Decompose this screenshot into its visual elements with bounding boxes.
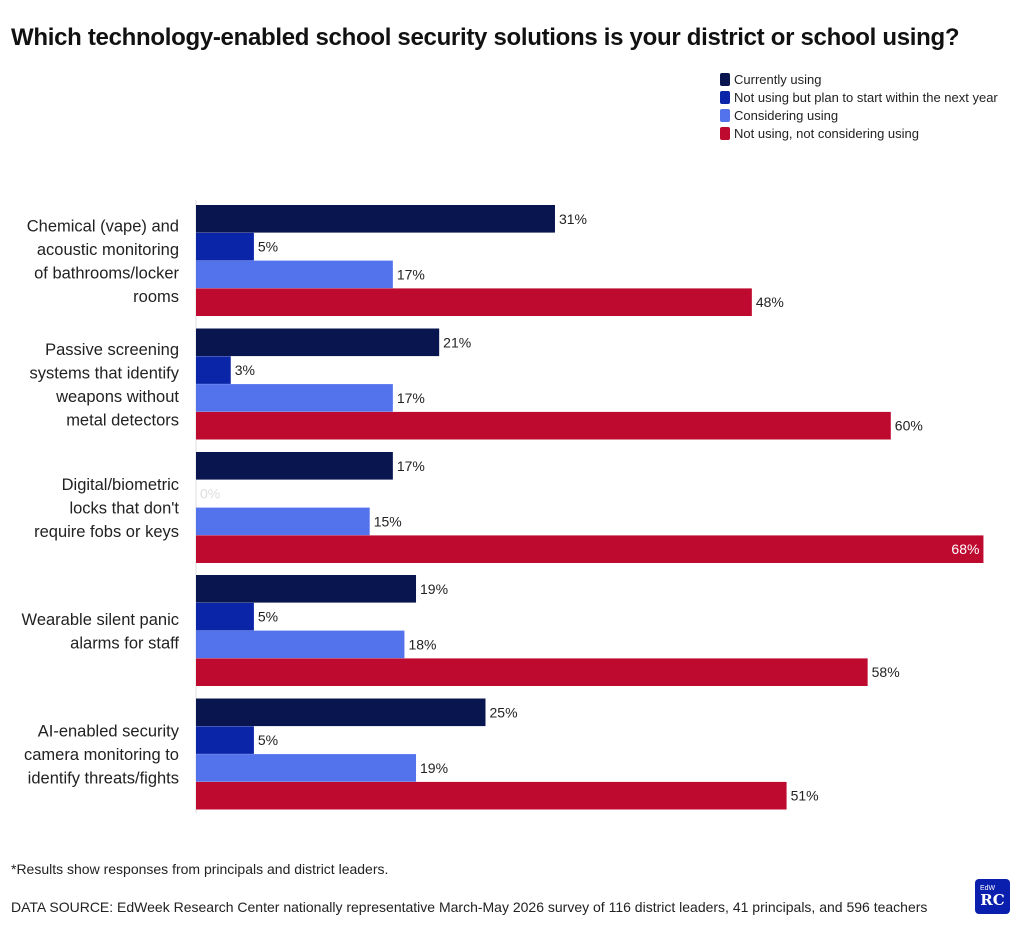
bar	[196, 288, 752, 316]
legend: Currently using Not using but plan to st…	[720, 70, 998, 142]
category-label-line: camera monitoring to	[24, 746, 179, 764]
data-label: 18%	[408, 636, 436, 652]
bar	[196, 726, 254, 754]
legend-swatch	[720, 108, 730, 122]
data-label: 5%	[258, 609, 278, 625]
data-label: 3%	[235, 362, 255, 378]
legend-item-not-considering: Not using, not considering using	[720, 124, 998, 142]
data-label: 60%	[895, 418, 923, 434]
category-label-line: metal detectors	[66, 411, 179, 429]
data-label: 17%	[397, 458, 425, 474]
data-label: 0%	[200, 486, 220, 502]
data-label: 48%	[756, 294, 784, 310]
data-label: 68%	[951, 541, 979, 557]
bar	[196, 356, 231, 384]
data-label: 19%	[420, 760, 448, 776]
category-label-line: locks that don't	[69, 500, 179, 518]
logo-main-text: RC	[980, 891, 1005, 909]
edweek-research-center-logo: EdW RC	[975, 879, 1010, 914]
category-label-line: Chemical (vape) and	[27, 217, 179, 235]
bar	[196, 260, 393, 289]
bar	[196, 658, 868, 686]
data-label: 17%	[397, 266, 425, 282]
data-label: 17%	[397, 390, 425, 406]
data-label: 15%	[374, 513, 402, 529]
data-label: 31%	[559, 211, 587, 227]
category-label: Passive screening systems that identify we…	[30, 341, 180, 430]
bar	[196, 384, 393, 412]
category-label-line: alarms for staff	[70, 634, 179, 652]
category-label-line: rooms	[133, 288, 179, 306]
legend-swatch	[720, 72, 730, 86]
legend-item-currently-using: Currently using	[720, 70, 998, 88]
logo-top-text: EdW	[980, 885, 996, 892]
legend-item-plan-to-start: Not using but plan to start within the n…	[720, 88, 998, 106]
legend-label: Not using, not considering using	[734, 125, 920, 141]
bar	[196, 452, 393, 480]
category-label-line: acoustic monitoring	[37, 241, 179, 259]
category-label-line: Passive screening	[45, 341, 179, 359]
bar	[196, 411, 891, 440]
data-label: 51%	[791, 788, 819, 804]
category-label-line: weapons without	[55, 388, 179, 406]
footnote: *Results show responses from principals …	[11, 861, 389, 877]
bar	[196, 507, 370, 536]
bar	[196, 232, 254, 261]
bar	[196, 535, 984, 563]
data-label: 5%	[258, 239, 278, 255]
category-label-line: Wearable silent panic	[22, 611, 179, 629]
legend-label: Not using but plan to start within the n…	[734, 89, 998, 105]
bar	[196, 630, 405, 659]
legend-label: Currently using	[734, 71, 822, 87]
bar-chart: Chemical (vape) and acoustic monitoring of…	[22, 200, 984, 813]
data-source: DATA SOURCE: EdWeek Research Center nati…	[11, 899, 928, 915]
category-label-line: Digital/biometric	[62, 476, 179, 494]
legend-swatch	[720, 90, 730, 104]
category-label-line: systems that identify	[30, 364, 180, 382]
bar	[196, 754, 417, 782]
data-label: 19%	[420, 581, 448, 597]
category-label-line: require fobs or keys	[34, 523, 179, 541]
category-label-line: identify threats/fights	[28, 770, 179, 788]
data-label: 25%	[490, 704, 518, 720]
category-label-line: of bathrooms/locker	[34, 264, 179, 282]
chart-title: Which technology-enabled school security…	[11, 24, 960, 51]
category-label-line: AI-enabled security	[38, 723, 180, 741]
data-label: 5%	[258, 732, 278, 748]
category-label: AI-enabled security camera monitoring to i…	[24, 723, 180, 788]
data-label: 21%	[443, 334, 471, 350]
legend-swatch	[720, 126, 730, 140]
bar	[196, 328, 440, 357]
category-label: Chemical (vape) and acoustic monitoring of…	[27, 217, 180, 306]
data-label: 58%	[872, 664, 900, 680]
bar	[196, 781, 787, 810]
category-label: Wearable silent panic alarms for staff	[22, 611, 180, 653]
bar	[196, 602, 254, 631]
category-label: Digital/biometric locks that don't require…	[34, 476, 179, 541]
bar	[196, 205, 555, 233]
legend-label: Considering using	[734, 107, 839, 123]
legend-item-considering-using: Considering using	[720, 106, 998, 124]
bar	[196, 575, 417, 603]
bar	[196, 698, 486, 727]
